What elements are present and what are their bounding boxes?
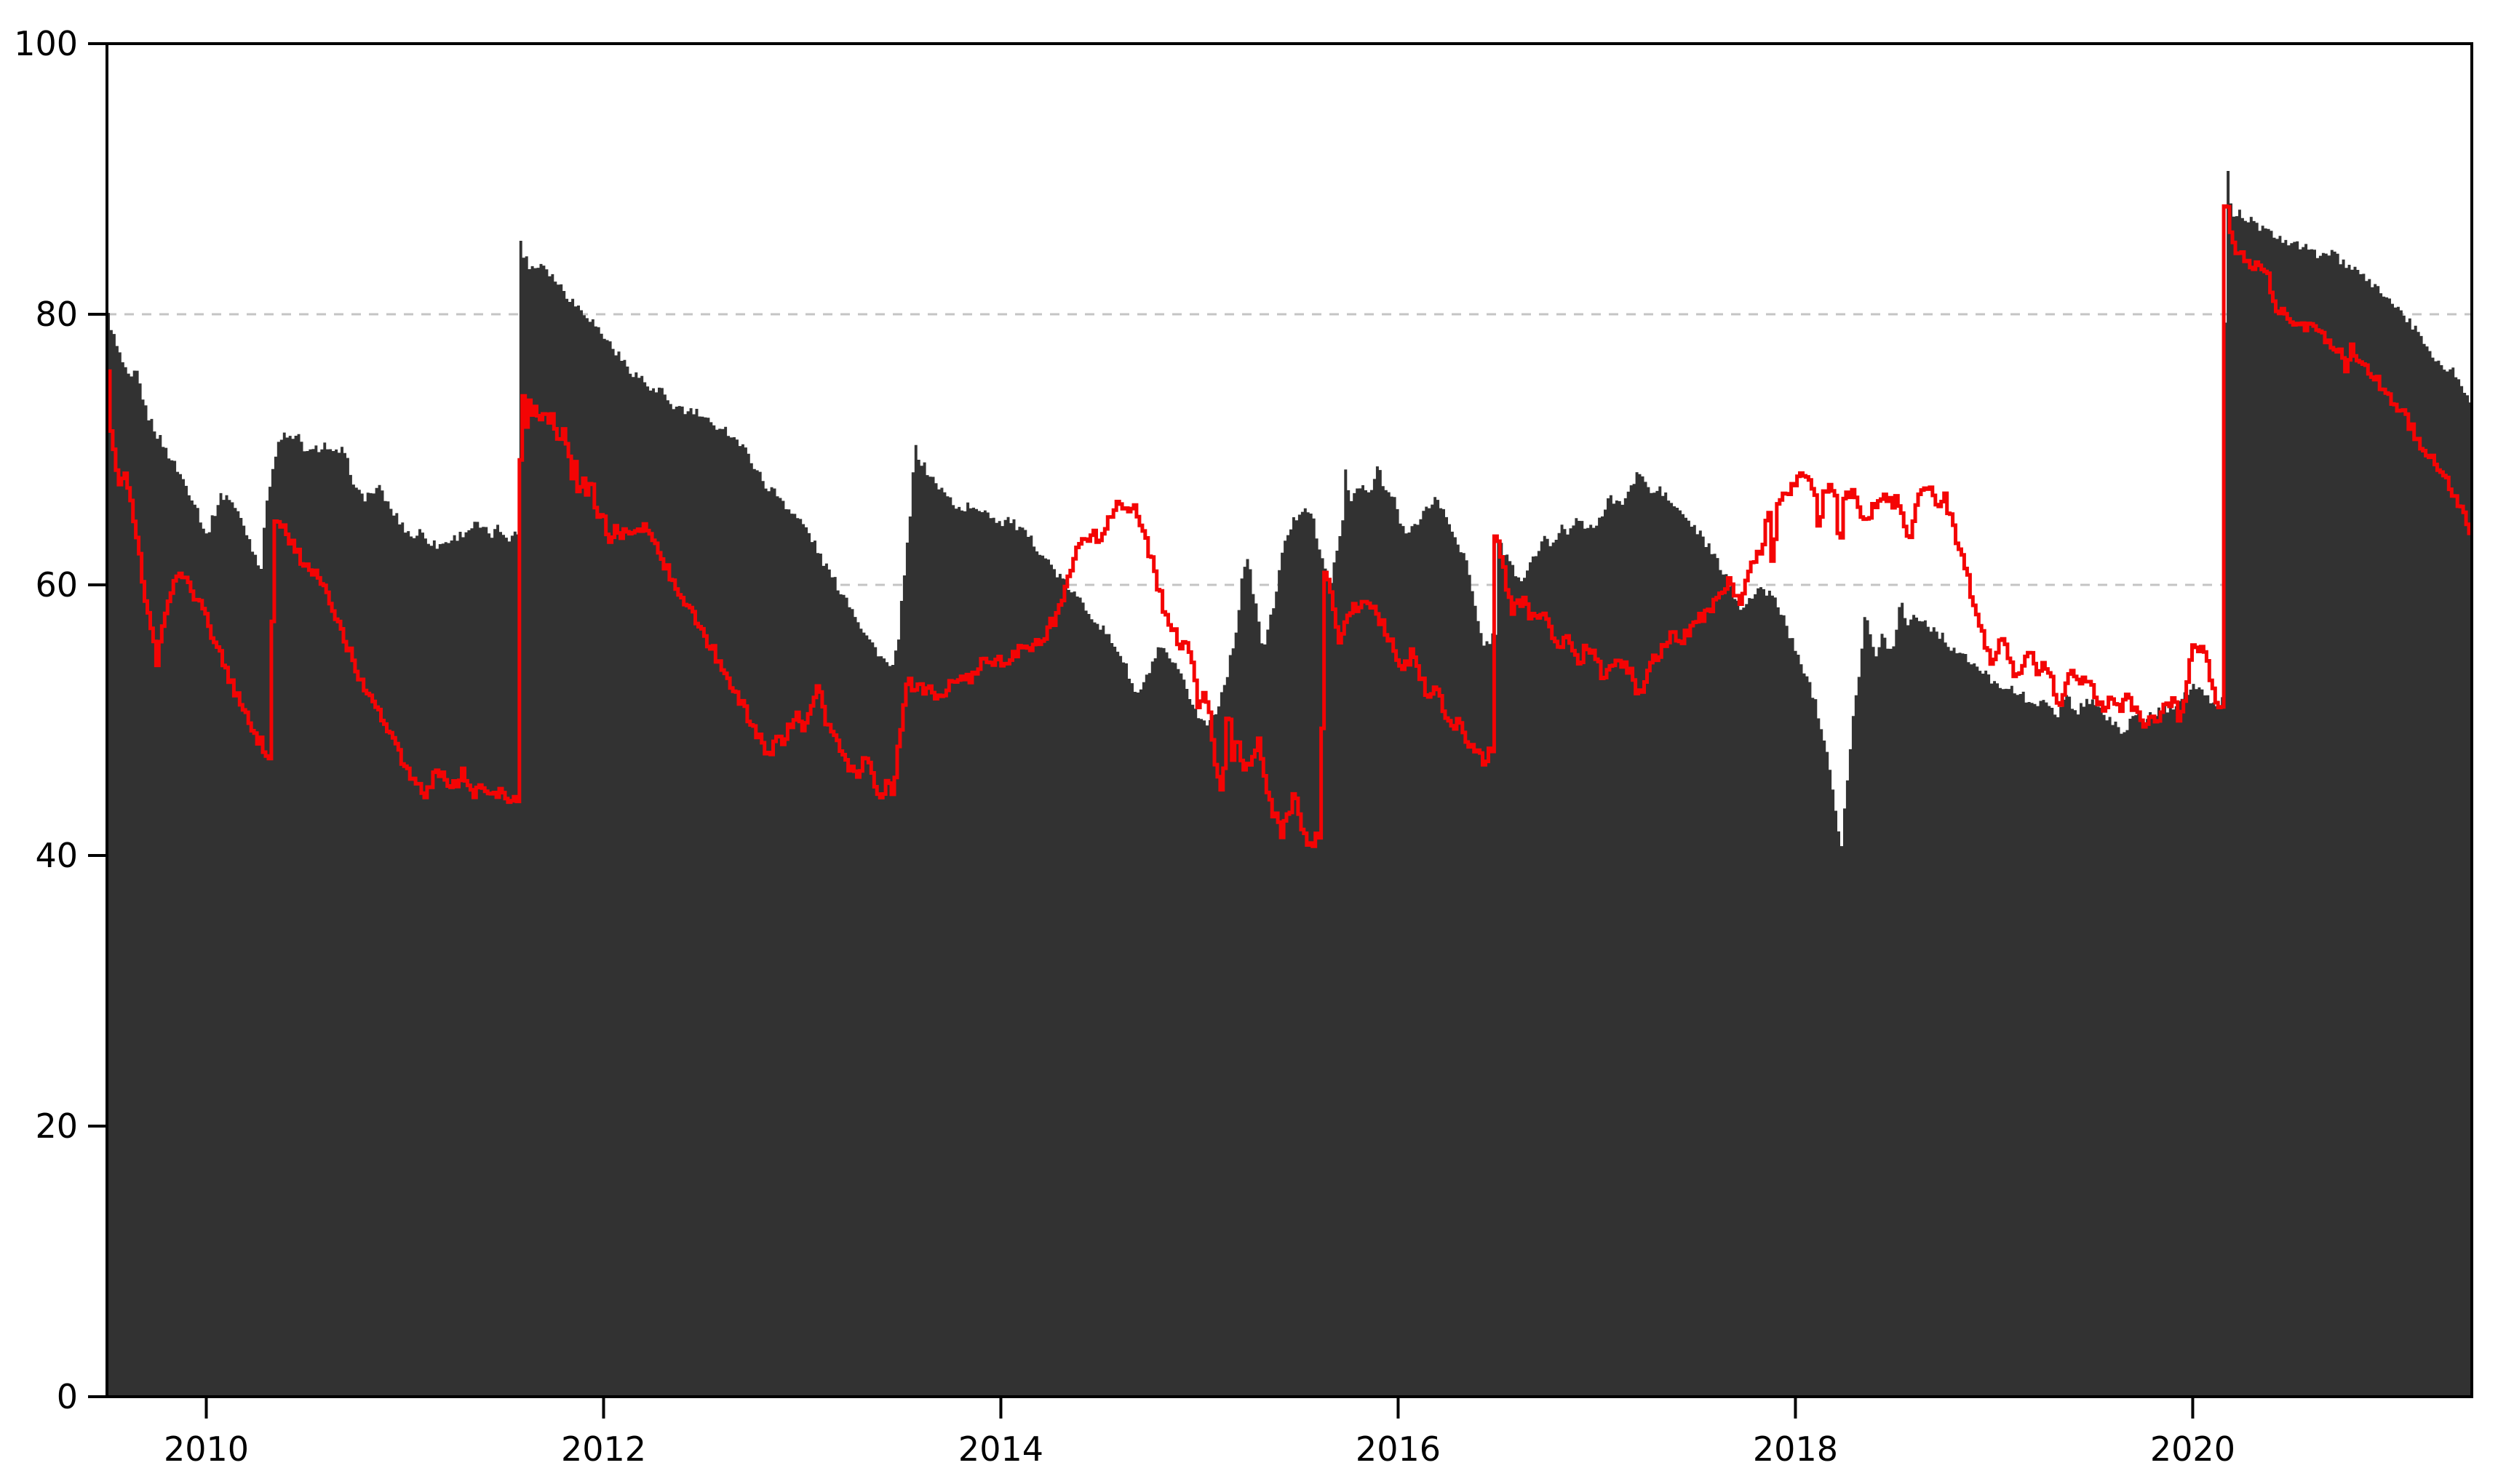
y-tick-label-40: 40 <box>35 836 78 875</box>
area-series-dark <box>107 171 2472 1397</box>
y-tick-label-0: 0 <box>57 1377 78 1416</box>
y-tick-label-100: 100 <box>14 24 78 63</box>
x-tick-label-2014: 2014 <box>958 1429 1043 1469</box>
x-tick-label-2016: 2016 <box>1356 1429 1441 1469</box>
y-tick-label-80: 80 <box>35 295 78 334</box>
x-tick-label-2010: 2010 <box>164 1429 249 1469</box>
y-tick-label-20: 20 <box>35 1106 78 1146</box>
x-tick-label-2020: 2020 <box>2150 1429 2235 1469</box>
x-tick-label-2018: 2018 <box>1753 1429 1838 1469</box>
y-tick-label-60: 60 <box>35 565 78 605</box>
x-tick-label-2012: 2012 <box>561 1429 646 1469</box>
line-series-red <box>107 204 2472 848</box>
plot-frame <box>106 42 2473 1398</box>
